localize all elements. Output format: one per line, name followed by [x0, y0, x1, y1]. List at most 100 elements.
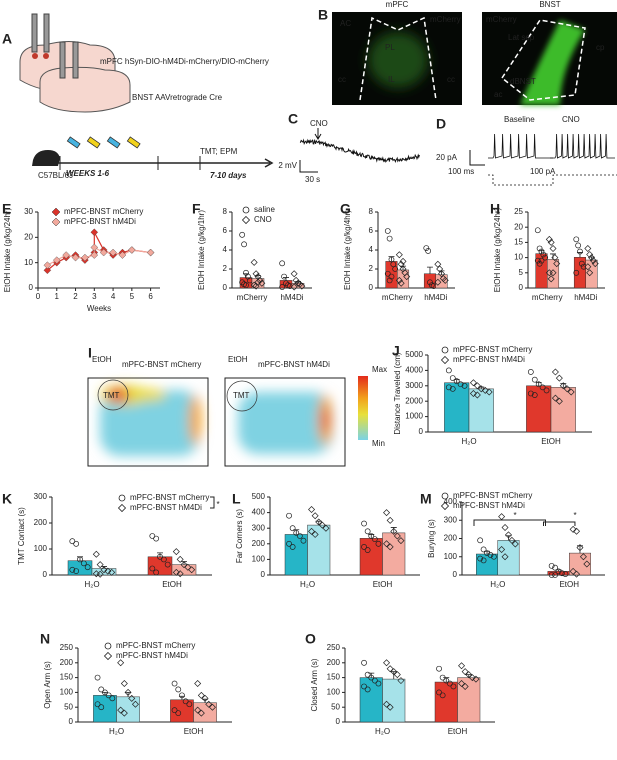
- point: [477, 537, 484, 544]
- point: [461, 682, 469, 690]
- point: [118, 494, 126, 502]
- point: [535, 381, 542, 388]
- point: [555, 397, 563, 405]
- point: [245, 273, 251, 280]
- point: [62, 251, 70, 259]
- panel-letter: M: [420, 491, 432, 507]
- point: [318, 521, 326, 529]
- y-tick-label: 150: [327, 673, 341, 682]
- point: [375, 680, 382, 687]
- region-label: cc: [447, 75, 455, 84]
- y-tick-label: 6: [223, 226, 228, 235]
- map-title: EtOH: [228, 355, 248, 364]
- point: [311, 512, 319, 520]
- legend-label: mPFC-BNST mCherry: [453, 345, 532, 354]
- y-tick-label: 4: [369, 245, 374, 254]
- panel-letter: A: [2, 31, 12, 47]
- point: [386, 235, 393, 242]
- panel-letter: E: [2, 201, 11, 217]
- point: [397, 260, 405, 268]
- point: [473, 382, 481, 390]
- y-tick-label: 2: [369, 264, 374, 273]
- point: [527, 390, 534, 397]
- point: [589, 257, 597, 265]
- y-tick-label: 100: [252, 555, 266, 564]
- bar: [497, 540, 520, 576]
- y-axis-label: Distance Traveled (cm): [393, 352, 402, 435]
- point: [176, 555, 184, 563]
- point: [361, 520, 367, 527]
- point: [583, 560, 591, 568]
- point: [586, 269, 594, 277]
- point: [548, 562, 555, 569]
- image-title: mPFC: [386, 0, 409, 9]
- point: [501, 524, 509, 532]
- annotation: C57BL/6J: [38, 171, 73, 180]
- point: [436, 265, 444, 273]
- point: [243, 269, 249, 276]
- point: [383, 540, 391, 548]
- x-tick-label: 3: [92, 292, 97, 301]
- point: [96, 570, 104, 578]
- point: [498, 545, 506, 553]
- point: [461, 668, 469, 676]
- point: [371, 677, 378, 684]
- bracket: [210, 496, 215, 509]
- point: [294, 279, 302, 287]
- point: [300, 537, 307, 544]
- legend-label: mPFC-BNST hM4Di: [130, 503, 202, 512]
- y-axis-label: EtOH Intake (g/kg/24hr): [493, 207, 502, 292]
- point: [563, 385, 571, 393]
- point: [94, 701, 101, 708]
- x-tick-label: mCherry: [532, 293, 563, 302]
- point: [538, 248, 545, 255]
- point: [450, 683, 457, 690]
- colorbar-label: Max: [372, 365, 387, 374]
- point: [252, 270, 260, 278]
- point: [436, 689, 442, 696]
- y-tick-label: 100: [34, 544, 48, 553]
- point: [108, 568, 116, 576]
- point: [547, 238, 555, 246]
- y-tick-label: 0: [419, 427, 424, 436]
- map-subtitle: mPFC-BNST mCherry: [122, 360, 201, 369]
- point: [436, 665, 442, 672]
- point: [153, 535, 160, 542]
- bar: [307, 524, 331, 576]
- panel-letter: G: [340, 201, 351, 217]
- y-tick-label: 5000: [405, 350, 423, 359]
- error-bar: [125, 692, 132, 697]
- point: [90, 243, 99, 252]
- x-tick-label: 6: [148, 292, 153, 301]
- y-tick-label: 200: [327, 658, 341, 667]
- point: [441, 276, 449, 284]
- point: [98, 686, 105, 693]
- point: [80, 560, 87, 567]
- x-tick-label: H₂O: [300, 580, 315, 589]
- point: [90, 228, 99, 237]
- point: [364, 547, 371, 553]
- panel-letter: F: [192, 201, 201, 217]
- y-tick-label: 8: [223, 207, 228, 216]
- bar: [382, 532, 406, 576]
- y-tick-label: 4000: [405, 366, 423, 375]
- point: [96, 561, 104, 569]
- point: [425, 248, 432, 254]
- y-tick-label: 300: [34, 492, 48, 501]
- point: [445, 384, 452, 391]
- point: [427, 279, 433, 286]
- point: [315, 518, 323, 526]
- series-line: [47, 231, 151, 271]
- colorbar-label: Min: [372, 439, 385, 448]
- y-tick-label: 200: [444, 534, 458, 543]
- y-tick-label: 400: [252, 508, 266, 517]
- annotation: WEEKS 1-6: [66, 169, 110, 178]
- bar: [457, 677, 481, 723]
- point: [371, 536, 378, 543]
- point: [239, 279, 246, 286]
- error-bar: [576, 545, 583, 554]
- point: [171, 707, 178, 714]
- point: [534, 227, 541, 234]
- point: [98, 704, 105, 711]
- point: [397, 537, 405, 545]
